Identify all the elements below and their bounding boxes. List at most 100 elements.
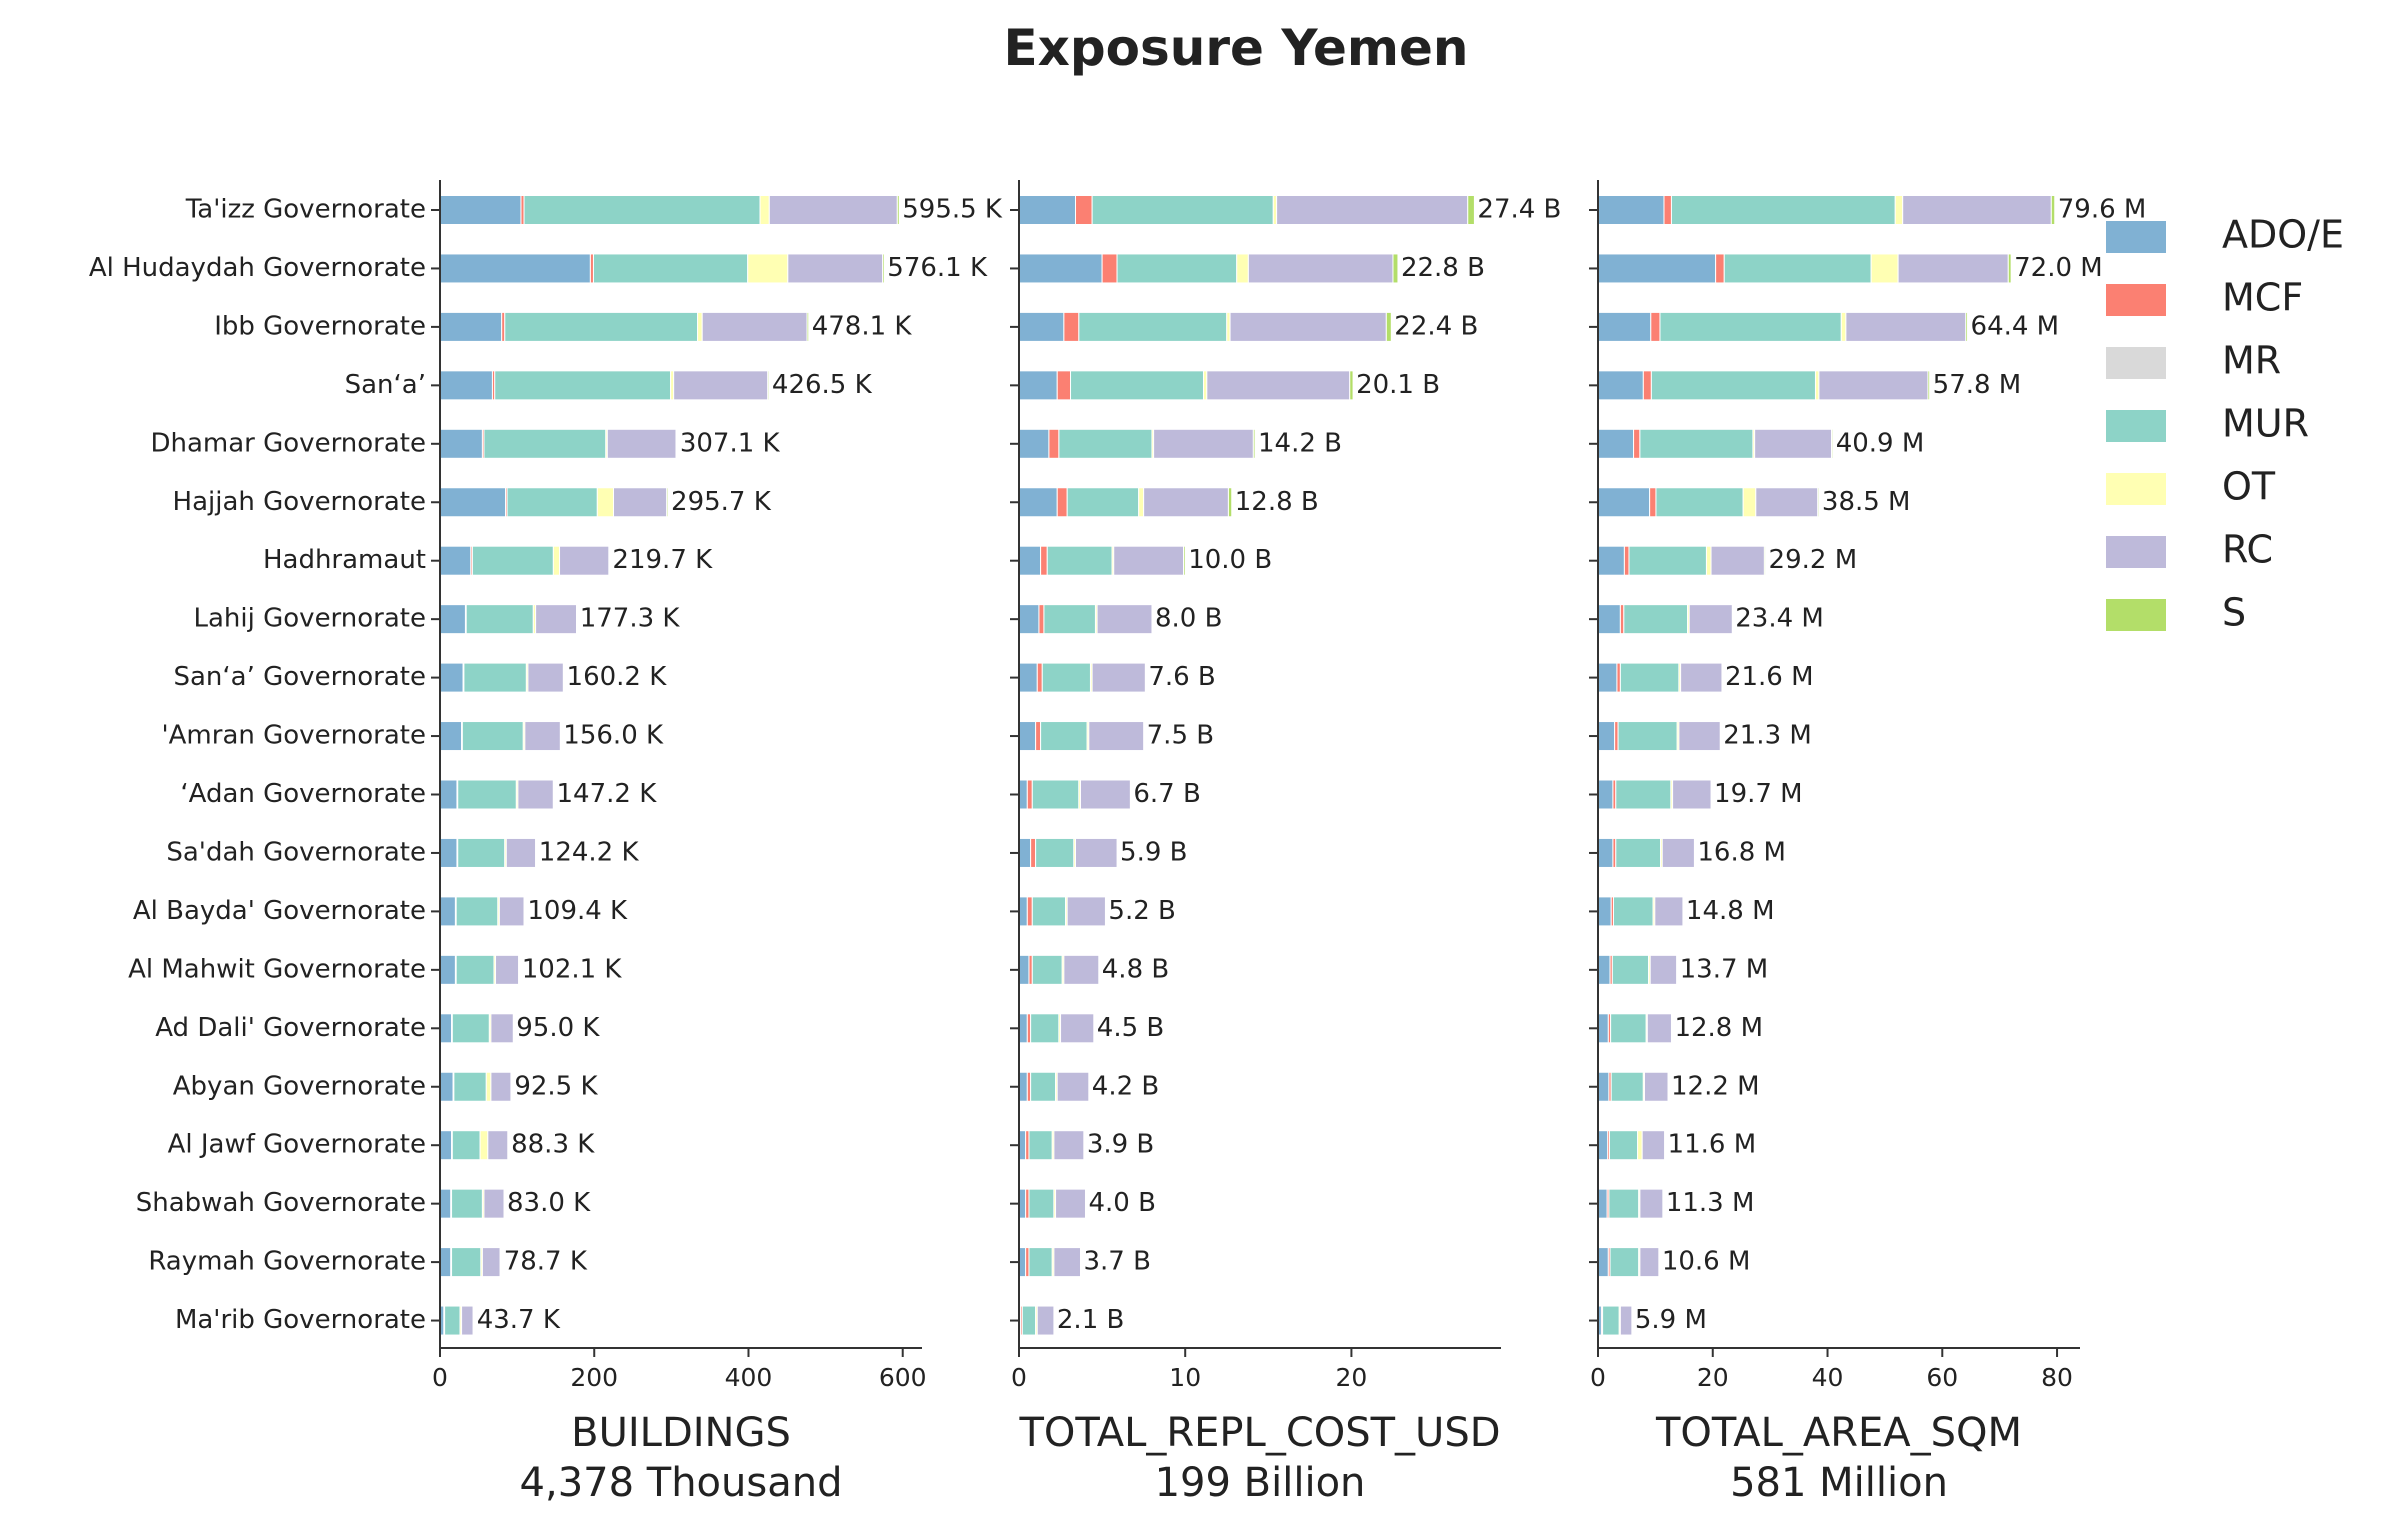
bar-buildings-ta-izz-governorate-mur — [524, 196, 760, 225]
bar-buildings-hajjah-governorate-s — [667, 488, 668, 517]
bar-total-repl-cost-usd-ad-dali-governorate-ado-e — [1019, 1014, 1027, 1043]
bar-total-repl-cost-usd-al-jawf-governorate-rc — [1054, 1131, 1084, 1160]
bar-total-repl-cost-usd-ma-rib-governorate-mur — [1022, 1306, 1035, 1335]
legend-swatch-ot — [2106, 473, 2166, 505]
value-label-buildings-al-bayda-governorate: 109.4 K — [527, 896, 628, 926]
value-label-total-area-sqm-al-bayda-governorate: 14.8 M — [1686, 896, 1775, 926]
bar-total-area-sqm-dhamar-governorate-s — [1832, 429, 1833, 458]
value-label-buildings-ibb-governorate: 478.1 K — [812, 311, 913, 341]
category-label-hadhramaut: Hadhramaut — [263, 545, 426, 575]
value-label-total-repl-cost-usd-hadhramaut: 10.0 B — [1188, 545, 1272, 575]
value-label-total-repl-cost-usd-ta-izz-governorate: 27.4 B — [1477, 195, 1561, 225]
bar-total-repl-cost-usd-adan-governorate-rc — [1080, 780, 1130, 809]
bar-total-repl-cost-usd-sa-dah-governorate-rc — [1076, 838, 1118, 867]
bar-total-repl-cost-usd-al-bayda-governorate-ado-e — [1019, 897, 1027, 926]
bar-total-area-sqm-al-hudaydah-governorate-mur — [1724, 254, 1871, 283]
bar-total-area-sqm-ibb-governorate-mcf — [1651, 312, 1660, 341]
value-label-total-area-sqm-san-a-governorate: 21.6 M — [1725, 662, 1814, 692]
value-label-total-repl-cost-usd-abyan-governorate: 4.2 B — [1092, 1071, 1159, 1101]
bar-total-repl-cost-usd-ibb-governorate-ado-e — [1019, 312, 1064, 341]
legend-swatch-mur — [2106, 410, 2166, 442]
bar-buildings-san-a-governorate-rc — [528, 663, 563, 692]
category-label-san-a: San‘a’ — [345, 370, 426, 400]
legend-label-ado-e: ADO/E — [2222, 213, 2344, 257]
category-label-sa-dah-governorate: Sa'dah Governorate — [166, 837, 426, 867]
bar-total-repl-cost-usd-san-a-ado-e — [1019, 371, 1057, 400]
bar-total-area-sqm-shabwah-governorate-mur — [1609, 1189, 1639, 1218]
bar-buildings-al-hudaydah-governorate-ado-e — [440, 254, 590, 283]
bar-total-repl-cost-usd-hadhramaut-rc — [1114, 546, 1184, 575]
bar-total-repl-cost-usd-al-hudaydah-governorate-ado-e — [1019, 254, 1102, 283]
bar-buildings-al-jawf-governorate-ado-e — [440, 1131, 452, 1160]
bar-total-repl-cost-usd-san-a-mur — [1071, 371, 1204, 400]
bar-total-area-sqm-abyan-governorate-rc — [1644, 1072, 1668, 1101]
bar-total-area-sqm-ibb-governorate-rc — [1846, 312, 1966, 341]
value-label-total-area-sqm-al-mahwit-governorate: 13.7 M — [1680, 954, 1769, 984]
bar-total-repl-cost-usd-san-a-governorate-ado-e — [1019, 663, 1037, 692]
bar-total-area-sqm-al-hudaydah-governorate-mcf — [1716, 254, 1725, 283]
bar-total-repl-cost-usd-lahij-governorate-rc — [1097, 605, 1152, 634]
bar-buildings-shabwah-governorate-rc — [484, 1189, 504, 1218]
category-label-al-hudaydah-governorate: Al Hudaydah Governorate — [89, 253, 426, 283]
bar-total-area-sqm-amran-governorate-mcf — [1615, 722, 1618, 751]
bar-total-repl-cost-usd-ibb-governorate-rc — [1230, 312, 1386, 341]
bar-total-area-sqm-dhamar-governorate-rc — [1755, 429, 1832, 458]
bar-buildings-adan-governorate-rc — [518, 780, 553, 809]
category-label-ma-rib-governorate: Ma'rib Governorate — [175, 1305, 426, 1335]
bar-total-area-sqm-lahij-governorate-rc — [1689, 605, 1732, 634]
bar-buildings-hadhramaut-mur — [472, 546, 553, 575]
bar-buildings-ad-dali-governorate-mur — [452, 1014, 489, 1043]
bar-total-repl-cost-usd-abyan-governorate-mur — [1031, 1072, 1056, 1101]
value-label-total-area-sqm-al-hudaydah-governorate: 72.0 M — [2014, 253, 2103, 283]
x-axis-total-total-repl-cost-usd: 199 Billion — [1155, 1460, 1366, 1506]
value-label-total-area-sqm-abyan-governorate: 12.2 M — [1671, 1071, 1760, 1101]
bar-buildings-ma-rib-governorate-s — [473, 1306, 474, 1335]
value-label-total-repl-cost-usd-adan-governorate: 6.7 B — [1133, 779, 1200, 809]
bar-total-area-sqm-al-hudaydah-governorate-ot — [1871, 254, 1898, 283]
bar-total-area-sqm-san-a-governorate-mur — [1620, 663, 1679, 692]
bar-total-repl-cost-usd-hajjah-governorate-ot — [1139, 488, 1144, 517]
bar-total-repl-cost-usd-ibb-governorate-s — [1386, 312, 1391, 341]
bar-total-repl-cost-usd-ta-izz-governorate-mcf — [1076, 196, 1093, 225]
bar-buildings-san-a-ado-e — [440, 371, 492, 400]
x-tick-label-buildings-400: 400 — [725, 1363, 773, 1392]
bar-total-area-sqm-raymah-governorate-ado-e — [1598, 1248, 1608, 1277]
bar-total-repl-cost-usd-ta-izz-governorate-s — [1468, 196, 1475, 225]
category-label-al-bayda-governorate: Al Bayda' Governorate — [133, 896, 426, 926]
bar-buildings-al-jawf-governorate-ot — [480, 1131, 488, 1160]
bar-total-area-sqm-al-jawf-governorate-rc — [1642, 1131, 1664, 1160]
bar-total-area-sqm-al-hudaydah-governorate-s — [2008, 254, 2011, 283]
bar-total-area-sqm-ta-izz-governorate-rc — [1903, 196, 2052, 225]
bar-total-repl-cost-usd-hajjah-governorate-mcf — [1057, 488, 1067, 517]
value-label-total-area-sqm-ad-dali-governorate: 12.8 M — [1674, 1013, 1763, 1043]
bar-total-repl-cost-usd-adan-governorate-mur — [1032, 780, 1079, 809]
legend-swatch-mcf — [2106, 284, 2166, 316]
bar-total-area-sqm-ta-izz-governorate-mur — [1671, 196, 1895, 225]
bar-total-area-sqm-san-a-mcf — [1643, 371, 1651, 400]
x-tick-label-total-repl-cost-usd-10: 10 — [1169, 1363, 1201, 1392]
bar-total-repl-cost-usd-sa-dah-governorate-mur — [1036, 838, 1074, 867]
bar-total-area-sqm-amran-governorate-ado-e — [1598, 722, 1615, 751]
value-label-buildings-al-mahwit-governorate: 102.1 K — [522, 954, 623, 984]
legend-label-mr: MR — [2222, 339, 2281, 383]
bar-total-repl-cost-usd-shabwah-governorate-mur — [1029, 1189, 1054, 1218]
value-label-buildings-ad-dali-governorate: 95.0 K — [516, 1013, 600, 1043]
bar-buildings-ibb-governorate-ot — [698, 312, 703, 341]
bar-total-repl-cost-usd-dhamar-governorate-ado-e — [1019, 429, 1049, 458]
bar-buildings-shabwah-governorate-mur — [452, 1189, 483, 1218]
bar-total-repl-cost-usd-san-a-governorate-rc — [1092, 663, 1145, 692]
bar-total-area-sqm-ma-rib-governorate-rc — [1620, 1306, 1631, 1335]
value-label-total-repl-cost-usd-ibb-governorate: 22.4 B — [1394, 311, 1478, 341]
bar-buildings-shabwah-governorate-ado-e — [440, 1189, 451, 1218]
bar-total-repl-cost-usd-al-hudaydah-governorate-mur — [1117, 254, 1237, 283]
bar-total-repl-cost-usd-ibb-governorate-mcf — [1064, 312, 1079, 341]
bar-total-area-sqm-al-bayda-governorate-ado-e — [1598, 897, 1611, 926]
bar-total-area-sqm-al-mahwit-governorate-rc — [1650, 955, 1676, 984]
bar-total-area-sqm-ibb-governorate-mur — [1660, 312, 1841, 341]
bar-total-area-sqm-ta-izz-governorate-ot — [1895, 196, 1902, 225]
value-label-total-area-sqm-dhamar-governorate: 40.9 M — [1836, 428, 1925, 458]
bar-total-area-sqm-ibb-governorate-s — [1966, 312, 1968, 341]
value-label-total-area-sqm-sa-dah-governorate: 16.8 M — [1697, 837, 1786, 867]
value-label-total-repl-cost-usd-hajjah-governorate: 12.8 B — [1235, 487, 1319, 517]
bar-total-repl-cost-usd-al-hudaydah-governorate-s — [1393, 254, 1398, 283]
